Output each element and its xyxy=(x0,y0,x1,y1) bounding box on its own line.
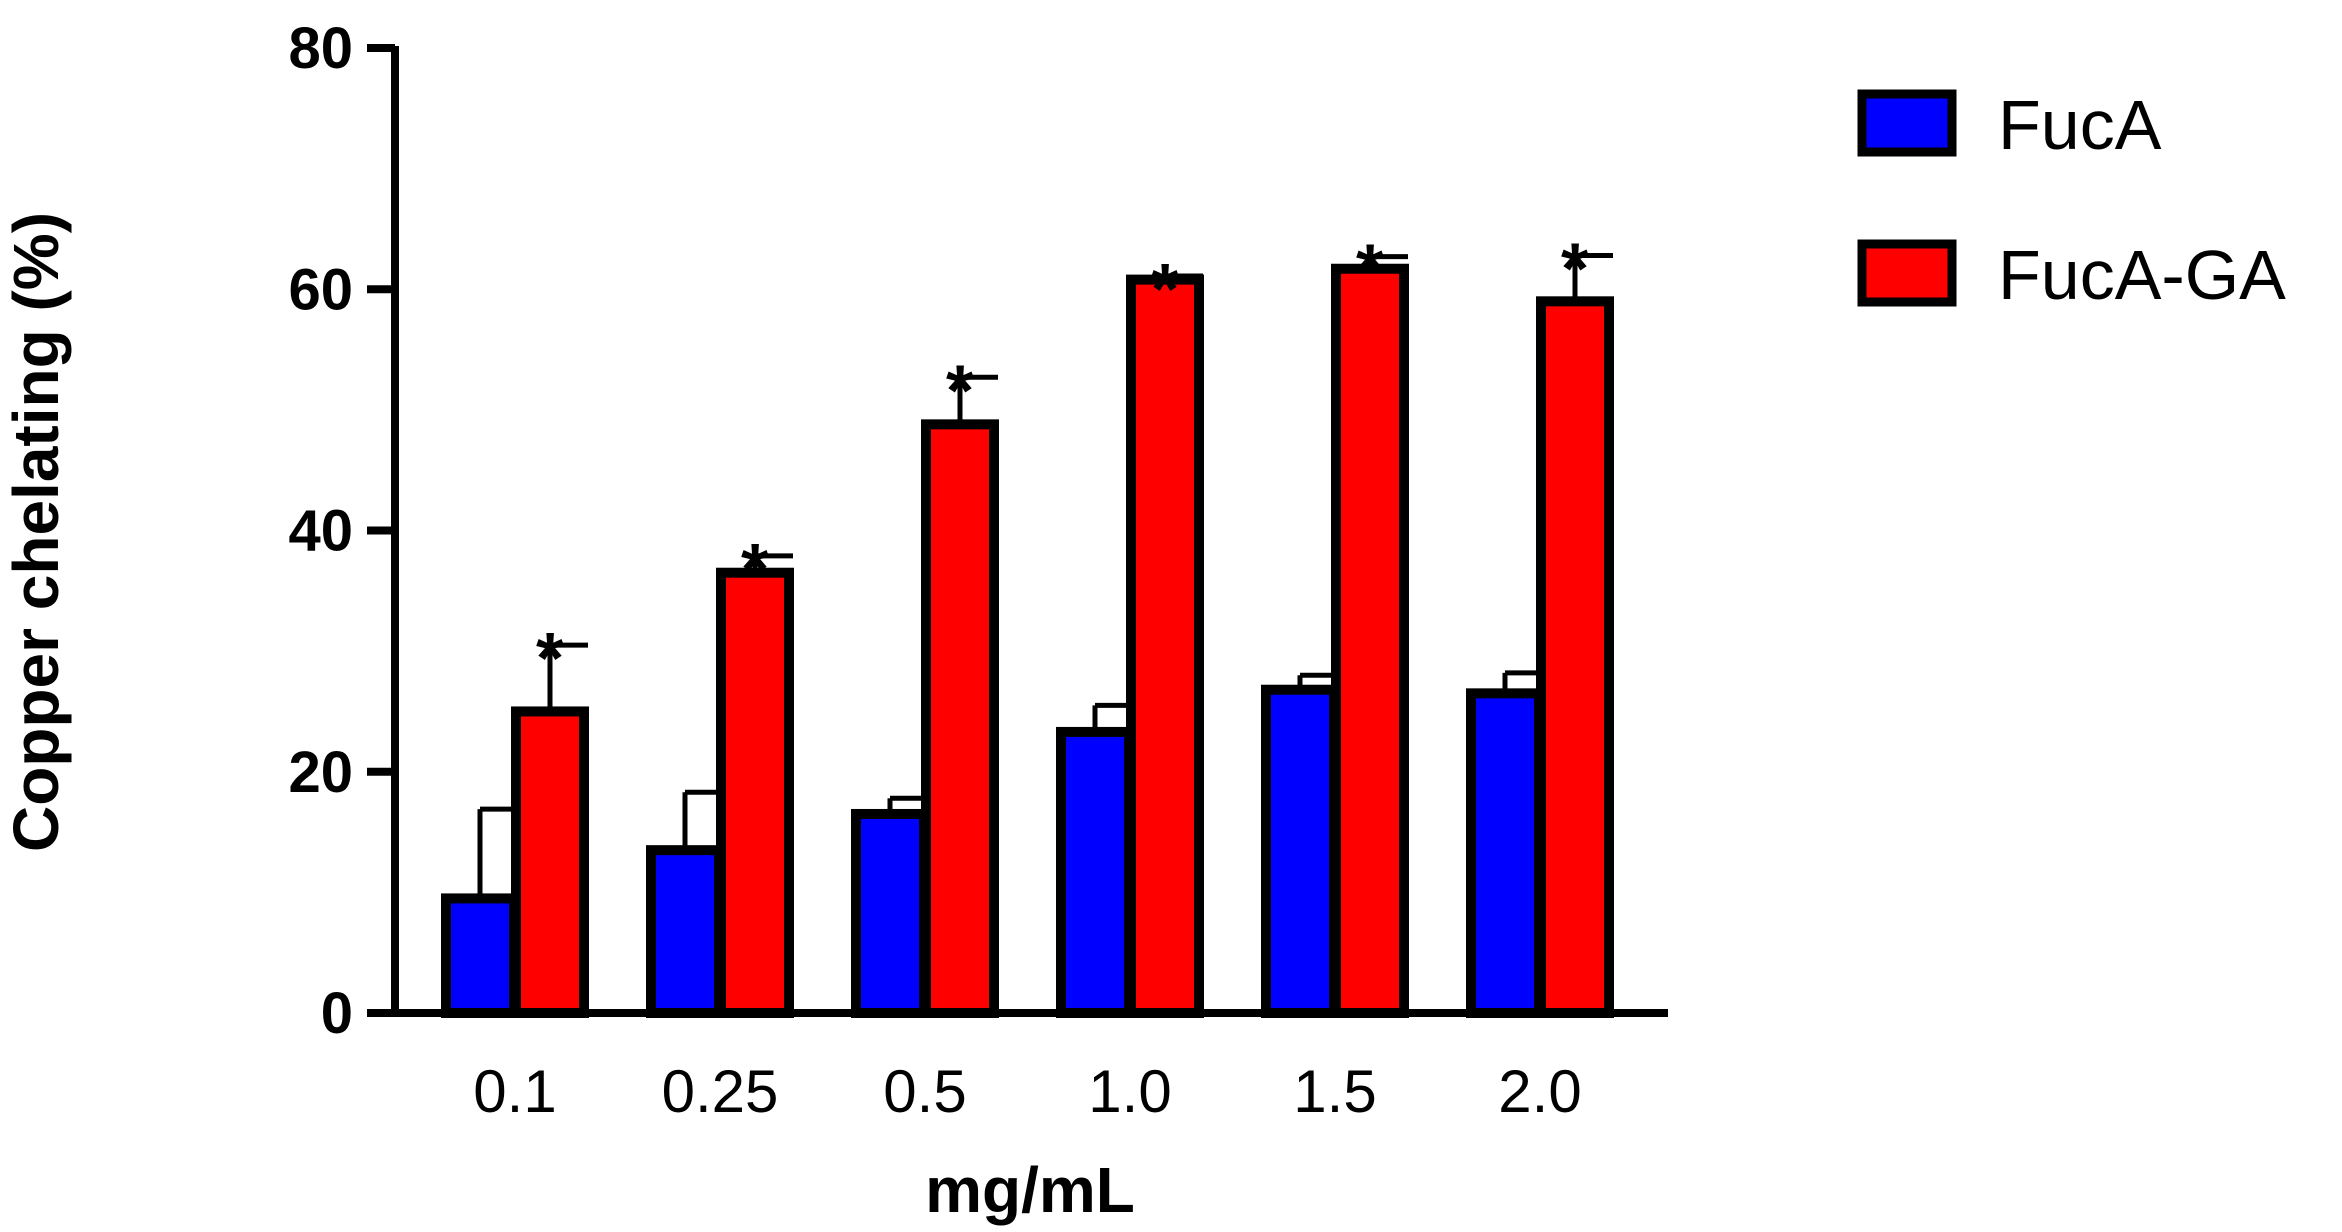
x-tick-label-2: 0.5 xyxy=(883,1058,966,1125)
bar-fuca-ga-2 xyxy=(921,419,999,1019)
y-tick-label-60: 60 xyxy=(288,257,353,322)
bar-fuca-1 xyxy=(646,845,724,1018)
x-tick-label-4: 1.5 xyxy=(1293,1058,1376,1125)
legend-label-fuca: FucA xyxy=(1998,86,2162,164)
bar-fuca-5 xyxy=(1466,688,1544,1018)
x-tick-label-0: 0.1 xyxy=(473,1058,556,1125)
bar-fuca-0 xyxy=(441,893,519,1018)
bar-fuca-ga-5 xyxy=(1536,296,1614,1018)
x-axis-title: mg/mL xyxy=(925,1154,1135,1226)
y-axis-title: Copper chelating (%) xyxy=(0,212,72,852)
significance-star-5: * xyxy=(1561,229,1589,309)
legend: FucA FucA-GA xyxy=(1857,86,2286,314)
significance-star-3: * xyxy=(1151,250,1179,330)
bar-fuca-2 xyxy=(851,808,929,1018)
significance-star-2: * xyxy=(946,351,974,431)
bar-fuca-3 xyxy=(1056,726,1134,1018)
bar-fuca-ga-0 xyxy=(511,706,589,1018)
x-tick-label-1: 0.25 xyxy=(662,1058,779,1125)
legend-swatch-fuca-ga xyxy=(1857,239,1957,307)
y-tick-label-20: 20 xyxy=(288,740,353,805)
x-tick-label-5: 2.0 xyxy=(1498,1058,1581,1125)
bar-fuca-ga-4 xyxy=(1331,263,1409,1018)
chart-body: * * * * * * 0 20 40 60 80 0.1 0.25 0.5 1.0 1.5 2.0 xyxy=(288,16,1668,1125)
bar-fuca-ga-3 xyxy=(1126,274,1204,1019)
significance-star-4: * xyxy=(1356,231,1384,311)
y-tick-label-0: 0 xyxy=(321,981,353,1046)
y-tick-label-80: 80 xyxy=(288,16,353,81)
significance-star-1: * xyxy=(741,530,769,610)
x-tick-label-3: 1.0 xyxy=(1088,1058,1171,1125)
legend-swatch-fuca xyxy=(1857,89,1957,157)
significance-star-0: * xyxy=(536,619,564,699)
legend-label-fuca-ga: FucA-GA xyxy=(1998,236,2286,314)
y-tick-label-40: 40 xyxy=(288,499,353,564)
bar-fuca-4 xyxy=(1261,684,1339,1018)
bar-fuca-ga-1 xyxy=(716,567,794,1018)
